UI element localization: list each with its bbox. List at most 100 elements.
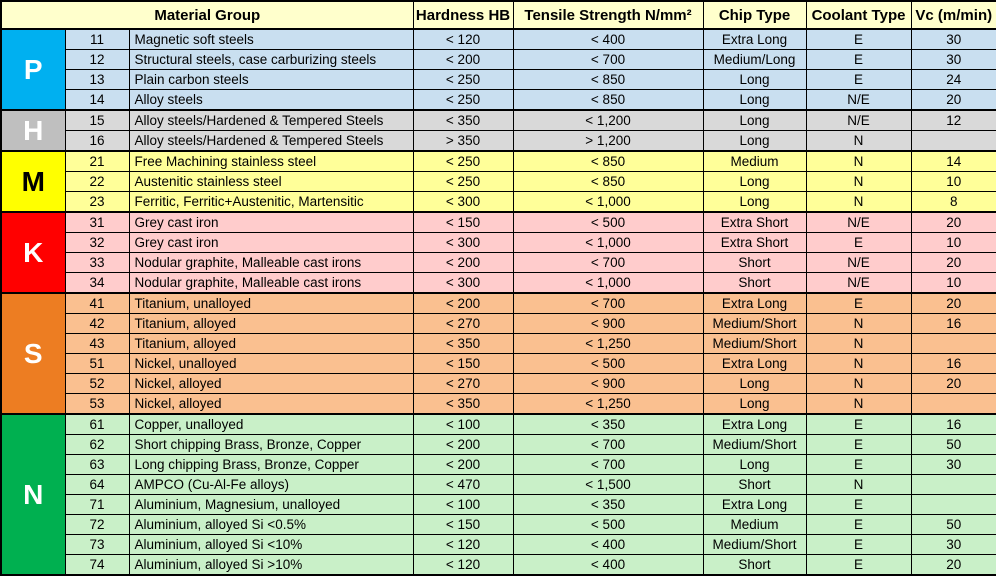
material-name-cell: Nickel, alloyed: [128, 393, 414, 415]
vc-cell: 20: [910, 89, 996, 111]
coolant-cell: N: [805, 353, 912, 374]
material-name-cell: Structural steels, case carburizing stee…: [128, 49, 414, 70]
chip-type-cell: Long: [702, 171, 807, 192]
vc-cell: [910, 494, 996, 515]
tensile-cell: < 850: [512, 69, 704, 90]
hardness-cell: < 100: [412, 413, 514, 435]
table-row: 63 Long chipping Brass, Bronze, Copper < 2…: [1, 454, 996, 475]
coolant-cell: N: [805, 474, 912, 495]
tensile-cell: < 1,250: [512, 333, 704, 354]
material-name-cell: Alloy steels/Hardened & Tempered Steels: [128, 109, 414, 131]
tensile-cell: < 400: [512, 534, 704, 555]
vc-cell: 20: [910, 292, 996, 314]
chip-type-cell: Medium/Short: [702, 534, 807, 555]
table-row: 13 Plain carbon steels < 250 < 850 Long E 24: [1, 69, 996, 90]
material-name-cell: Magnetic soft steels: [128, 28, 414, 50]
chip-type-cell: Medium/Short: [702, 333, 807, 354]
material-code-cell: 16: [64, 130, 130, 152]
tensile-cell: < 1,200: [512, 109, 704, 131]
hardness-cell: < 200: [412, 49, 514, 70]
chip-type-cell: Extra Short: [702, 211, 807, 233]
vc-cell: 16: [910, 413, 996, 435]
material-name-cell: Nickel, alloyed: [128, 373, 414, 394]
tensile-cell: < 350: [512, 494, 704, 515]
coolant-cell: N/E: [805, 272, 912, 294]
chip-type-cell: Medium: [702, 150, 807, 172]
material-code-cell: 22: [64, 171, 130, 192]
tensile-cell: < 900: [512, 373, 704, 394]
chip-type-cell: Extra Long: [702, 292, 807, 314]
table-row: 34 Nodular graphite, Malleable cast irons…: [1, 272, 996, 294]
vc-cell: 10: [910, 272, 996, 294]
coolant-cell: E: [805, 292, 912, 314]
vc-cell: 10: [910, 171, 996, 192]
material-name-cell: Grey cast iron: [128, 232, 414, 253]
coolant-cell: N/E: [805, 252, 912, 273]
tensile-cell: < 400: [512, 28, 704, 50]
vc-cell: 30: [910, 49, 996, 70]
chip-type-cell: Medium/Long: [702, 49, 807, 70]
vc-cell: 20: [910, 211, 996, 233]
table-header-row: Material Group Hardness HB Tensile Stren…: [0, 0, 996, 30]
vc-cell: 24: [910, 69, 996, 90]
chip-type-cell: Short: [702, 272, 807, 294]
material-code-cell: 74: [64, 554, 130, 576]
header-coolant-type: Coolant Type: [805, 0, 912, 30]
table-row: 16 Alloy steels/Hardened & Tempered Steel…: [1, 130, 996, 152]
table-row: 71 Aluminium, Magnesium, unalloyed < 100 < …: [1, 494, 996, 515]
chip-type-cell: Long: [702, 109, 807, 131]
chip-type-cell: Long: [702, 373, 807, 394]
material-code-cell: 15: [64, 109, 130, 131]
material-name-cell: Grey cast iron: [128, 211, 414, 233]
hardness-cell: < 470: [412, 474, 514, 495]
hardness-cell: < 300: [412, 232, 514, 253]
table-row: 22 Austenitic stainless steel < 250 < 850 Lo…: [1, 171, 996, 192]
header-hardness: Hardness HB: [412, 0, 514, 30]
coolant-cell: N/E: [805, 109, 912, 131]
material-code-cell: 52: [64, 373, 130, 394]
table-row: 51 Nickel, unalloyed < 150 < 500 Extra Long N…: [1, 353, 996, 374]
header-tensile-strength: Tensile Strength N/mm²: [512, 0, 704, 30]
tensile-cell: < 700: [512, 454, 704, 475]
hardness-cell: < 350: [412, 333, 514, 354]
material-name-cell: Austenitic stainless steel: [128, 171, 414, 192]
tensile-cell: < 850: [512, 89, 704, 111]
hardness-cell: < 270: [412, 313, 514, 334]
chip-type-cell: Short: [702, 252, 807, 273]
material-code-cell: 43: [64, 333, 130, 354]
table-row: 14 Alloy steels < 250 < 850 Long N/E 20: [1, 89, 996, 111]
header-chip-type: Chip Type: [702, 0, 807, 30]
chip-type-cell: Long: [702, 191, 807, 213]
coolant-cell: N: [805, 393, 912, 415]
table-row: 52 Nickel, alloyed < 270 < 900 Long N 20: [1, 373, 996, 394]
hardness-cell: < 250: [412, 171, 514, 192]
table-row: 73 Aluminium, alloyed Si <10% < 120 < 400 Me…: [1, 534, 996, 555]
table-row: 12 Structural steels, case carburizing st…: [1, 49, 996, 70]
material-name-cell: Aluminium, alloyed Si >10%: [128, 554, 414, 576]
table-row: 23 Ferritic, Ferritic+Austenitic, Martens…: [1, 191, 996, 213]
vc-cell: 8: [910, 191, 996, 213]
table-row: S 41 Titanium, unalloyed < 200 < 700 Extra Lo…: [0, 292, 996, 415]
hardness-cell: < 270: [412, 373, 514, 394]
hardness-cell: < 250: [412, 150, 514, 172]
material-code-cell: 51: [64, 353, 130, 374]
hardness-cell: < 200: [412, 454, 514, 475]
vc-cell: [910, 333, 996, 354]
chip-type-cell: Long: [702, 130, 807, 152]
table-row: H 15 Alloy steels/Hardened & Tempered Stee…: [0, 109, 996, 152]
chip-type-cell: Long: [702, 393, 807, 415]
group-letter: H: [0, 109, 66, 152]
material-name-cell: Aluminium, Magnesium, unalloyed: [128, 494, 414, 515]
material-name-cell: Nodular graphite, Malleable cast irons: [128, 252, 414, 273]
material-name-cell: Titanium, alloyed: [128, 333, 414, 354]
chip-type-cell: Extra Long: [702, 494, 807, 515]
tensile-cell: > 1,200: [512, 130, 704, 152]
chip-type-cell: Short: [702, 474, 807, 495]
hardness-cell: < 250: [412, 89, 514, 111]
vc-cell: 20: [910, 373, 996, 394]
table-row: M 21 Free Machining stainless steel < 250 < …: [0, 150, 996, 213]
group-letter: M: [0, 150, 66, 213]
material-code-cell: 33: [64, 252, 130, 273]
tensile-cell: < 900: [512, 313, 704, 334]
